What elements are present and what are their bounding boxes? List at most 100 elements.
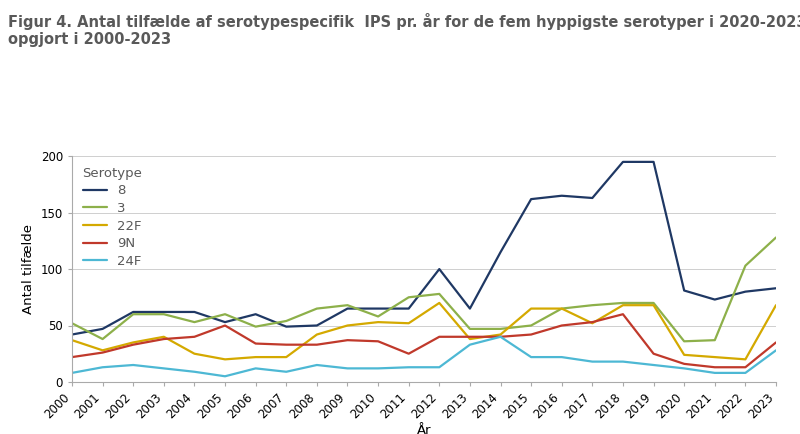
3 xyxy=(67,321,77,326)
3 xyxy=(220,312,230,317)
9N xyxy=(312,342,322,347)
8 xyxy=(190,309,199,315)
24F xyxy=(404,365,414,370)
22F xyxy=(129,340,138,345)
3 xyxy=(465,326,474,332)
9N xyxy=(190,334,199,339)
8 xyxy=(98,326,107,332)
Line: 3: 3 xyxy=(72,237,776,341)
9N xyxy=(679,361,689,366)
8 xyxy=(496,250,506,255)
24F xyxy=(251,366,261,371)
9N xyxy=(557,323,566,328)
3 xyxy=(312,306,322,311)
3 xyxy=(342,302,352,308)
22F xyxy=(771,302,781,308)
X-axis label: År: År xyxy=(417,424,431,434)
22F xyxy=(251,355,261,360)
22F xyxy=(98,348,107,353)
22F xyxy=(741,357,750,362)
8 xyxy=(67,332,77,337)
22F xyxy=(618,302,628,308)
8 xyxy=(618,159,628,164)
8 xyxy=(220,319,230,325)
3 xyxy=(557,306,566,311)
22F xyxy=(496,332,506,337)
3 xyxy=(649,300,658,306)
8 xyxy=(434,266,444,272)
8 xyxy=(465,306,474,311)
24F xyxy=(587,359,597,364)
22F xyxy=(587,321,597,326)
3 xyxy=(159,312,169,317)
8 xyxy=(741,289,750,294)
3 xyxy=(374,314,383,319)
3 xyxy=(710,338,719,343)
9N xyxy=(404,351,414,356)
24F xyxy=(342,366,352,371)
8 xyxy=(557,193,566,198)
24F xyxy=(771,348,781,353)
22F xyxy=(282,355,291,360)
24F xyxy=(649,362,658,368)
24F xyxy=(526,355,536,360)
22F xyxy=(404,321,414,326)
8 xyxy=(771,286,781,291)
24F xyxy=(618,359,628,364)
9N xyxy=(129,342,138,347)
22F xyxy=(159,334,169,339)
24F xyxy=(98,365,107,370)
24F xyxy=(710,370,719,375)
3 xyxy=(526,323,536,328)
22F xyxy=(557,306,566,311)
3 xyxy=(404,295,414,300)
8 xyxy=(526,197,536,202)
9N xyxy=(67,355,77,360)
22F xyxy=(374,319,383,325)
9N xyxy=(220,323,230,328)
8 xyxy=(404,306,414,311)
24F xyxy=(374,366,383,371)
8 xyxy=(129,309,138,315)
9N xyxy=(618,312,628,317)
3 xyxy=(679,339,689,344)
9N xyxy=(282,342,291,347)
22F xyxy=(465,336,474,342)
9N xyxy=(771,340,781,345)
Line: 9N: 9N xyxy=(72,314,776,367)
22F xyxy=(434,300,444,306)
22F xyxy=(67,338,77,343)
3 xyxy=(771,235,781,240)
8 xyxy=(374,306,383,311)
9N xyxy=(465,334,474,339)
9N xyxy=(496,334,506,339)
22F xyxy=(649,302,658,308)
Line: 24F: 24F xyxy=(72,337,776,376)
Y-axis label: Antal tilfælde: Antal tilfælde xyxy=(22,224,35,314)
9N xyxy=(587,319,597,325)
8 xyxy=(282,324,291,329)
22F xyxy=(710,355,719,360)
8 xyxy=(649,159,658,164)
24F xyxy=(220,374,230,379)
3 xyxy=(587,302,597,308)
24F xyxy=(67,370,77,375)
3 xyxy=(98,336,107,342)
9N xyxy=(434,334,444,339)
9N xyxy=(649,351,658,356)
22F xyxy=(342,323,352,328)
3 xyxy=(741,263,750,268)
3 xyxy=(282,319,291,324)
22F xyxy=(526,306,536,311)
9N xyxy=(741,365,750,370)
8 xyxy=(312,323,322,328)
8 xyxy=(159,309,169,315)
24F xyxy=(282,369,291,375)
8 xyxy=(679,288,689,293)
24F xyxy=(190,369,199,375)
Legend: 8, 3, 22F, 9N, 24F: 8, 3, 22F, 9N, 24F xyxy=(78,163,146,272)
24F xyxy=(679,366,689,371)
22F xyxy=(679,352,689,358)
24F xyxy=(557,355,566,360)
8 xyxy=(587,195,597,201)
